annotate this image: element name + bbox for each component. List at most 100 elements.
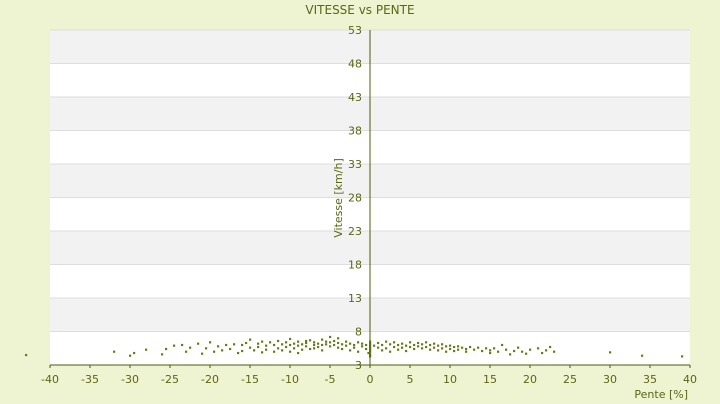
data-point <box>425 341 428 344</box>
data-point <box>285 341 288 344</box>
data-point <box>377 346 380 349</box>
data-point <box>301 343 304 346</box>
y-tick-label: 13 <box>348 292 362 305</box>
data-point <box>397 348 400 351</box>
data-point <box>337 346 340 349</box>
data-point <box>445 350 448 353</box>
data-point <box>489 349 492 352</box>
data-point <box>349 342 352 345</box>
data-point <box>249 346 252 349</box>
data-point <box>273 350 276 353</box>
data-point <box>281 349 284 352</box>
data-point <box>241 343 244 347</box>
axes <box>49 30 691 368</box>
y-axis-label: Vitesse [km/h] <box>332 158 345 238</box>
data-point <box>113 350 116 353</box>
x-tick-label: 35 <box>643 373 657 386</box>
data-point <box>345 344 348 347</box>
data-point <box>429 343 432 347</box>
data-point <box>549 345 552 349</box>
data-point <box>357 341 360 344</box>
data-point <box>353 343 356 347</box>
data-point <box>409 341 412 344</box>
data-point <box>317 342 320 345</box>
data-point <box>545 349 548 352</box>
data-point <box>401 346 404 349</box>
data-point <box>541 351 544 355</box>
data-point <box>361 342 364 345</box>
data-point <box>433 342 436 345</box>
data-point <box>453 345 456 349</box>
data-point <box>249 338 252 341</box>
data-point <box>433 346 436 349</box>
data-point <box>301 348 304 351</box>
data-point <box>333 339 336 343</box>
data-point <box>529 348 532 351</box>
y-tick-label: 3 <box>355 359 362 372</box>
y-tick-label: 28 <box>348 192 362 205</box>
data-point <box>277 347 280 350</box>
x-tick-label: -30 <box>121 373 139 386</box>
data-point <box>257 345 260 349</box>
data-point <box>261 351 264 354</box>
data-point <box>405 344 408 347</box>
data-point <box>525 352 528 355</box>
y-tick-label: 48 <box>348 58 362 71</box>
data-point <box>285 345 288 349</box>
x-tick-label: 5 <box>407 373 414 386</box>
data-point <box>165 347 168 351</box>
data-point <box>421 347 424 350</box>
data-point <box>489 351 492 355</box>
x-axis-label: Pente [%] <box>634 388 688 400</box>
x-tick-label: 15 <box>483 373 497 386</box>
data-point <box>325 340 328 343</box>
x-tick-label: 30 <box>603 373 617 386</box>
data-point <box>209 341 212 344</box>
data-point <box>173 344 176 347</box>
data-point <box>321 338 324 341</box>
data-point <box>297 351 300 355</box>
data-point <box>681 355 684 358</box>
data-point <box>213 350 216 353</box>
data-point <box>293 347 296 350</box>
data-point <box>341 343 344 346</box>
data-point <box>161 353 164 356</box>
y-tick-label: 43 <box>348 91 362 104</box>
data-point <box>337 341 340 345</box>
data-point <box>189 346 192 349</box>
y-tick-label: 38 <box>348 125 362 138</box>
data-point <box>485 347 488 350</box>
data-point <box>293 342 296 345</box>
x-tick-label: 40 <box>683 373 697 386</box>
data-point <box>469 345 472 349</box>
data-point <box>389 343 392 346</box>
data-point <box>129 354 132 357</box>
data-point <box>233 343 236 346</box>
x-tick-label: 10 <box>443 373 457 386</box>
data-point <box>449 344 452 347</box>
data-point <box>297 344 300 347</box>
data-point <box>461 346 464 349</box>
data-point <box>441 347 444 350</box>
data-point <box>201 352 204 355</box>
data-point <box>277 339 280 343</box>
x-tick-label: -40 <box>41 373 59 386</box>
x-tick-label: 25 <box>563 373 577 386</box>
data-point <box>289 350 292 353</box>
x-tick-label: -20 <box>201 373 219 386</box>
x-tick-label: -25 <box>161 373 179 386</box>
data-point <box>381 343 384 347</box>
data-point <box>365 343 368 347</box>
data-point <box>445 345 448 348</box>
data-point <box>409 345 412 349</box>
data-point <box>309 347 312 351</box>
data-point <box>497 350 500 353</box>
data-point <box>229 347 232 351</box>
data-point <box>417 345 420 348</box>
data-point <box>197 342 200 345</box>
data-point <box>245 341 248 345</box>
data-point <box>237 351 240 355</box>
data-point <box>305 345 308 348</box>
